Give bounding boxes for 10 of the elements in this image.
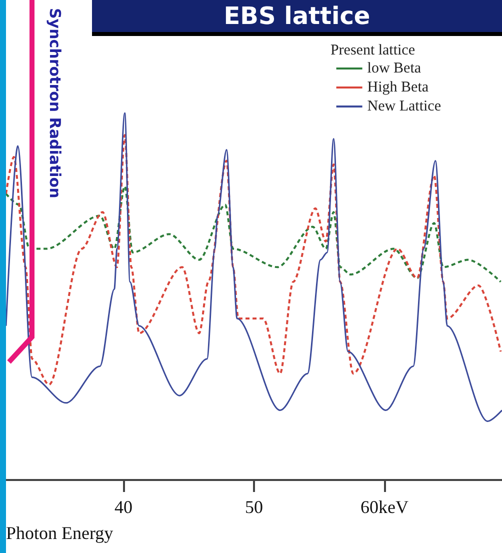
legend-label: low Beta [367,60,422,76]
x-tick-label: 50 [245,497,263,517]
x-tick-label: 40 [114,497,132,517]
x-tick-label: 60keV [360,497,409,517]
legend-label: High Beta [367,80,429,96]
legend-title: Present lattice [330,42,416,58]
annotation: Synchrotron Radiation [46,8,64,198]
x-axis-title: Photon Energy [6,523,114,543]
legend-label: New Lattice [367,98,442,114]
chart-title: EBS lattice [92,0,502,36]
